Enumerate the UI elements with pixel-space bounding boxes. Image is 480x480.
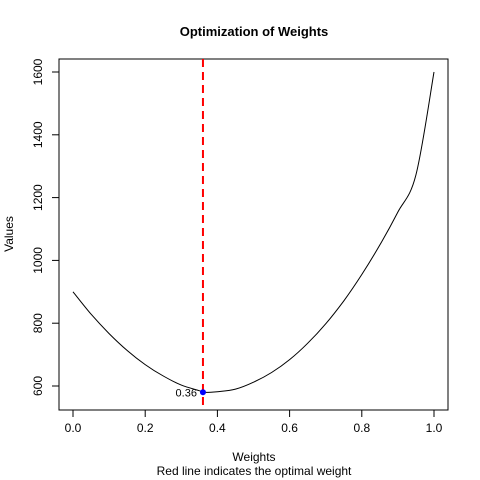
x-tick-label: 0.4: [209, 421, 226, 435]
chart-caption: Red line indicates the optimal weight: [157, 464, 352, 478]
y-tick-label: 1600: [31, 58, 45, 85]
x-tick-label: 0.0: [65, 421, 82, 435]
plot-frame: [58, 58, 449, 411]
optimal-point: [199, 389, 206, 396]
y-axis: 600 800 1000 1200 1400 1600: [31, 58, 59, 396]
y-tick-label: 600: [31, 376, 45, 396]
x-tick-label: 0.6: [281, 421, 298, 435]
y-tick-label: 1000: [31, 247, 45, 274]
y-axis-label: Values: [2, 216, 16, 252]
x-tick-label: 0.2: [137, 421, 154, 435]
series-line: [72, 71, 435, 393]
optimal-point-label: 0.36: [176, 387, 197, 399]
x-tick-label: 0.8: [353, 421, 370, 435]
y-tick-label: 800: [31, 313, 45, 333]
y-tick-label: 1400: [31, 121, 45, 148]
chart-title: Optimization of Weights: [180, 24, 329, 39]
x-tick-label: 1.0: [426, 421, 443, 435]
x-axis-label: Weights: [232, 450, 275, 464]
y-tick-label: 1200: [31, 184, 45, 211]
x-axis: 0.0 0.2 0.4 0.6 0.8 1.0: [65, 410, 443, 435]
